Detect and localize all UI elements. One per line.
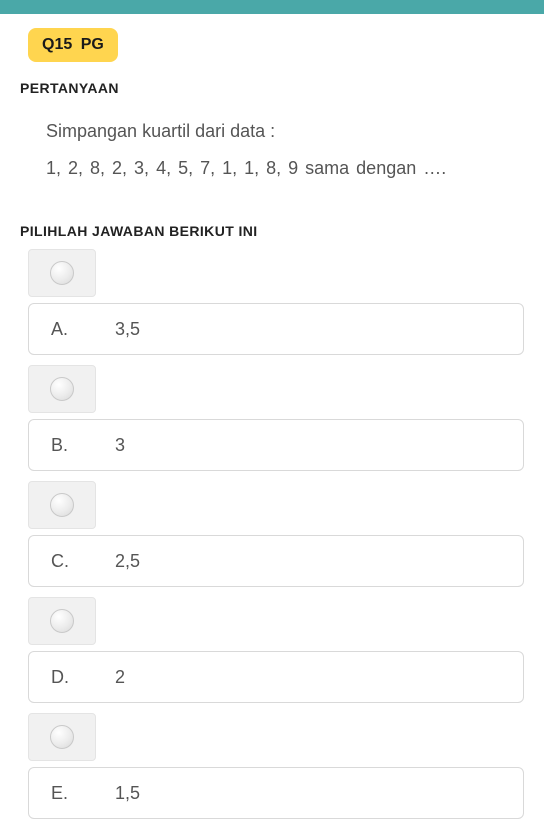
option-row-c[interactable]: C. 2,5 xyxy=(28,535,524,587)
question-badge: Q15 PG xyxy=(28,28,118,62)
radio-icon xyxy=(50,493,74,517)
option-text: 1,5 xyxy=(115,783,140,804)
section-label-pilih: PILIHLAH JAWABAN BERIKUT INI xyxy=(20,223,544,239)
option-radio-c[interactable] xyxy=(28,481,96,529)
option-row-b[interactable]: B. 3 xyxy=(28,419,524,471)
option-text: 3,5 xyxy=(115,319,140,340)
option-letter: C. xyxy=(51,551,115,572)
question-line-2: 1, 2, 8, 2, 3, 4, 5, 7, 1, 1, 8, 9 sama … xyxy=(46,153,524,184)
option-radio-e[interactable] xyxy=(28,713,96,761)
option-text: 2 xyxy=(115,667,125,688)
options-list: A. 3,5 B. 3 C. 2,5 D. 2 E. 1,5 xyxy=(28,249,524,819)
option-row-a[interactable]: A. 3,5 xyxy=(28,303,524,355)
question-number: Q15 xyxy=(42,36,72,53)
section-label-pertanyaan: PERTANYAAN xyxy=(20,80,544,96)
option-letter: E. xyxy=(51,783,115,804)
option-letter: D. xyxy=(51,667,115,688)
option-text: 3 xyxy=(115,435,125,456)
question-type: PG xyxy=(81,36,104,53)
option-radio-b[interactable] xyxy=(28,365,96,413)
option-letter: A. xyxy=(51,319,115,340)
option-row-d[interactable]: D. 2 xyxy=(28,651,524,703)
top-bar xyxy=(0,0,544,14)
option-letter: B. xyxy=(51,435,115,456)
radio-icon xyxy=(50,725,74,749)
option-row-e[interactable]: E. 1,5 xyxy=(28,767,524,819)
radio-icon xyxy=(50,261,74,285)
radio-icon xyxy=(50,377,74,401)
question-text: Simpangan kuartil dari data : 1, 2, 8, 2… xyxy=(46,116,524,183)
option-text: 2,5 xyxy=(115,551,140,572)
question-line-1: Simpangan kuartil dari data : xyxy=(46,116,524,147)
option-radio-d[interactable] xyxy=(28,597,96,645)
radio-icon xyxy=(50,609,74,633)
option-radio-a[interactable] xyxy=(28,249,96,297)
